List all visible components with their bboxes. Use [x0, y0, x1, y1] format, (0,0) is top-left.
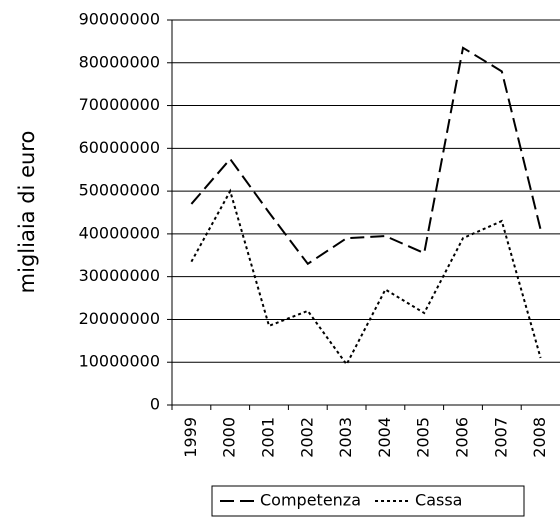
- legend-label: Competenza: [260, 491, 361, 510]
- y-tick-label: 0: [150, 395, 160, 414]
- y-tick-label: 10000000: [79, 352, 160, 371]
- x-tick-label: 2005: [414, 417, 433, 458]
- y-tick-label: 20000000: [79, 309, 160, 328]
- y-tick-label: 40000000: [79, 223, 160, 242]
- x-tick-label: 2000: [220, 417, 239, 458]
- y-tick-label: 50000000: [79, 181, 160, 200]
- x-tick-label: 2003: [336, 417, 355, 458]
- y-tick-label: 60000000: [79, 138, 160, 157]
- y-tick-label: 90000000: [79, 10, 160, 29]
- y-tick-label: 70000000: [79, 95, 160, 114]
- legend-label: Cassa: [415, 491, 462, 510]
- x-tick-label: 2002: [297, 417, 316, 458]
- x-tick-label: 2007: [491, 417, 510, 458]
- y-tick-label: 30000000: [79, 266, 160, 285]
- x-tick-label: 1999: [181, 417, 200, 458]
- x-tick-label: 2008: [530, 417, 549, 458]
- x-tick-label: 2001: [259, 417, 278, 458]
- y-tick-label: 80000000: [79, 52, 160, 71]
- legend-box: [211, 485, 525, 517]
- series-line: [190, 188, 542, 367]
- y-axis-label: migliaia di euro: [15, 131, 39, 294]
- x-tick-label: 2004: [375, 417, 394, 458]
- series-line: [190, 46, 542, 266]
- x-tick-label: 2006: [453, 417, 472, 458]
